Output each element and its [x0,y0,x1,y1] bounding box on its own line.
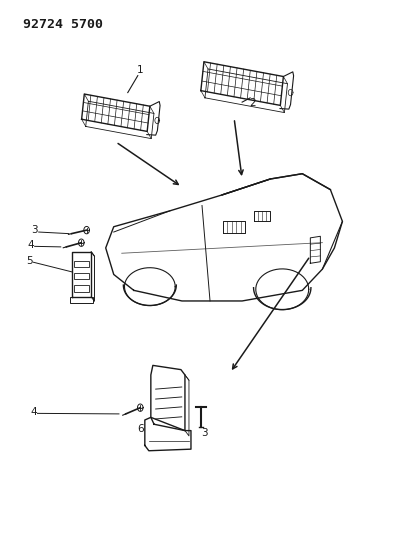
Bar [74,261,89,267]
Bar [70,297,93,303]
Text: 6: 6 [138,424,144,434]
Text: 2: 2 [249,98,255,108]
Text: 5: 5 [26,256,33,266]
Bar [74,273,89,279]
Text: 1: 1 [137,64,143,75]
Text: 92724 5700: 92724 5700 [23,18,103,31]
Text: 4: 4 [30,407,37,417]
Text: 3: 3 [201,428,208,438]
Text: 4: 4 [27,240,34,251]
Text: 3: 3 [32,225,38,236]
Bar [74,285,89,292]
